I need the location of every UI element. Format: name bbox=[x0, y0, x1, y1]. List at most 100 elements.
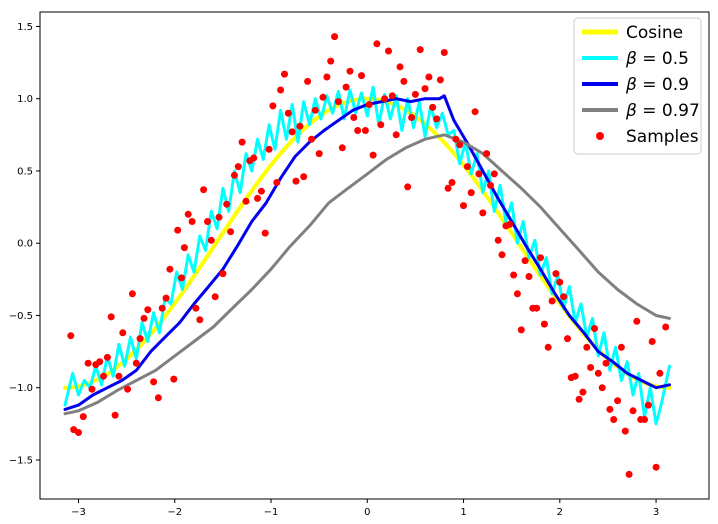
sample-point bbox=[471, 108, 479, 116]
sample-point bbox=[517, 326, 525, 334]
y-tick-label: 1.5 bbox=[17, 22, 33, 33]
sample-point bbox=[436, 76, 444, 84]
sample-point bbox=[75, 429, 82, 436]
x-tick-label: −3 bbox=[71, 507, 86, 518]
sample-point bbox=[641, 416, 648, 423]
sample-point bbox=[103, 353, 111, 361]
sample-point bbox=[281, 70, 288, 78]
sample-point bbox=[591, 325, 598, 332]
sample-point bbox=[315, 150, 323, 158]
sample-point bbox=[200, 186, 208, 194]
series-line-2 bbox=[63, 94, 671, 411]
sample-point bbox=[354, 127, 362, 134]
sample-point bbox=[204, 218, 211, 225]
sample-point bbox=[429, 103, 437, 111]
sample-point bbox=[463, 163, 471, 171]
sample-point bbox=[400, 77, 408, 85]
sample-point bbox=[408, 114, 416, 121]
y-axis: −1.5 −1.0 −0.5 0.0 0.5 1.0 1.5 bbox=[9, 22, 40, 466]
sample-point bbox=[452, 135, 460, 143]
sample-point bbox=[84, 359, 92, 367]
sample-point bbox=[365, 101, 373, 108]
sample-point bbox=[124, 385, 132, 393]
sample-point bbox=[158, 304, 166, 312]
sample-point bbox=[342, 83, 350, 91]
legend-label-symbol: β bbox=[625, 101, 637, 121]
legend-label-symbol: β bbox=[625, 75, 637, 95]
sample-point bbox=[257, 187, 265, 195]
y-tick-label: −1.0 bbox=[9, 383, 33, 394]
y-tick-label: −0.5 bbox=[9, 311, 33, 322]
y-tick-label: 1.0 bbox=[17, 94, 33, 105]
sample-point bbox=[296, 122, 304, 130]
sample-point bbox=[304, 77, 312, 85]
sample-point bbox=[385, 47, 392, 55]
sample-point bbox=[319, 93, 327, 101]
sample-point bbox=[425, 73, 433, 81]
legend-label: Samples bbox=[626, 127, 699, 147]
sample-point bbox=[579, 388, 587, 396]
sample-point bbox=[311, 106, 319, 114]
sample-point bbox=[88, 385, 96, 393]
sample-point bbox=[350, 114, 358, 121]
sample-point bbox=[174, 226, 182, 234]
sample-point bbox=[479, 209, 487, 217]
sample-point bbox=[162, 294, 170, 302]
sample-point bbox=[238, 138, 246, 146]
sample-point bbox=[192, 304, 200, 312]
sample-point bbox=[250, 154, 258, 162]
sample-point bbox=[223, 200, 231, 208]
legend-swatch-samples bbox=[596, 132, 604, 140]
sample-point bbox=[234, 163, 242, 171]
sample-point bbox=[448, 179, 456, 186]
sample-point bbox=[440, 49, 448, 56]
y-tick-label: −1.5 bbox=[9, 455, 33, 466]
sample-point bbox=[166, 265, 174, 273]
sample-point bbox=[178, 274, 185, 282]
sample-point bbox=[513, 290, 521, 298]
sample-point bbox=[575, 395, 583, 403]
sample-point bbox=[346, 67, 354, 75]
sample-point bbox=[571, 372, 579, 380]
sample-point bbox=[327, 57, 335, 65]
sample-point bbox=[644, 401, 652, 409]
sample-point bbox=[614, 397, 622, 405]
sample-point bbox=[456, 141, 464, 149]
sample-point bbox=[610, 416, 618, 423]
sample-point bbox=[416, 46, 424, 54]
sample-point bbox=[656, 369, 664, 377]
samples-layer bbox=[67, 33, 670, 478]
sample-point bbox=[132, 359, 140, 367]
legend-label-value: = 0.9 bbox=[637, 75, 689, 95]
series-line-3 bbox=[63, 133, 671, 416]
sample-point bbox=[261, 229, 269, 237]
sample-point bbox=[388, 92, 396, 100]
sample-point bbox=[207, 236, 215, 244]
sample-point bbox=[652, 463, 660, 471]
sample-point bbox=[494, 236, 502, 244]
sample-point bbox=[140, 314, 148, 322]
sample-point bbox=[556, 278, 564, 286]
sample-point bbox=[111, 411, 119, 419]
sample-point bbox=[377, 121, 385, 129]
legend-label-value: = 0.5 bbox=[637, 49, 689, 69]
legend-label: β = 0.97 bbox=[625, 101, 700, 121]
x-axis: −3 −2 −1 0 1 2 3 bbox=[71, 499, 659, 518]
sample-point bbox=[273, 179, 281, 186]
sample-point bbox=[421, 85, 429, 93]
sample-point bbox=[115, 372, 123, 380]
sample-point bbox=[633, 317, 641, 325]
y-tick-label: 0.5 bbox=[17, 166, 33, 177]
sample-point bbox=[537, 254, 544, 262]
sample-point bbox=[128, 290, 136, 298]
sample-point bbox=[540, 320, 548, 328]
sample-point bbox=[154, 394, 162, 402]
sample-point bbox=[544, 343, 552, 351]
sample-point bbox=[242, 197, 250, 205]
sample-point bbox=[170, 375, 178, 383]
sample-point bbox=[490, 170, 498, 178]
sample-point bbox=[552, 270, 560, 278]
sample-point bbox=[230, 171, 238, 179]
sample-point bbox=[381, 95, 389, 103]
